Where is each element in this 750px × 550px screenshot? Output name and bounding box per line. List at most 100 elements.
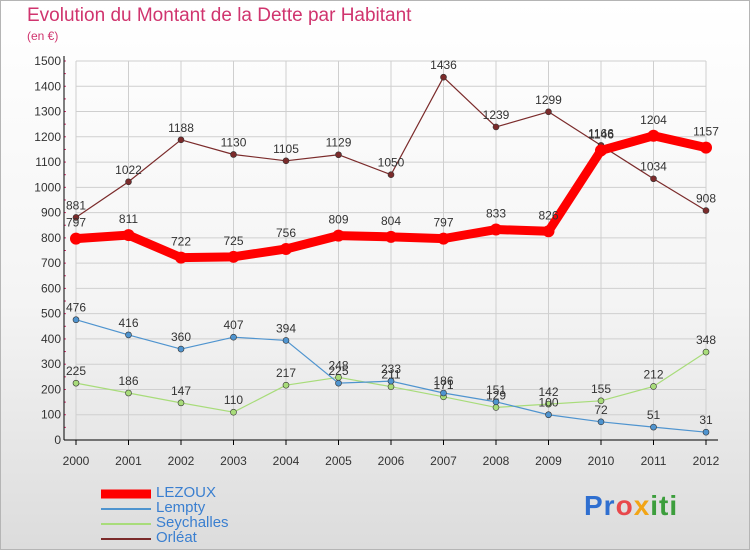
legend-swatches [101,489,151,540]
data-point [230,408,237,416]
data-point [332,229,345,242]
data-point [492,398,500,406]
data-point [702,348,710,356]
legend-label: Seychalles [156,514,229,531]
data-point [650,175,657,183]
y-tick-label: 1000 [34,180,61,194]
data-label: 110 [224,393,243,407]
data-point [230,151,237,158]
x-tick-label: 2005 [325,454,352,468]
y-tick-label: 1400 [34,79,61,93]
data-label: 908 [696,192,716,206]
data-label: 248 [328,358,348,372]
data-point [122,229,135,242]
data-label: 217 [276,366,296,380]
data-point [125,331,132,339]
data-point [335,379,342,387]
data-label: 186 [118,374,138,388]
y-tick-label: 1200 [34,130,61,144]
y-tick-label: 0 [54,433,61,447]
data-label: 360 [171,330,191,344]
data-label: 1022 [115,163,142,177]
data-label: 31 [699,413,713,427]
data-label: 804 [381,214,401,228]
data-label: 1034 [640,160,667,174]
series-lines [70,73,712,436]
x-tick-label: 2012 [693,454,720,468]
data-label: 1204 [640,113,667,127]
data-label: 394 [276,321,296,335]
data-label: 833 [486,207,506,221]
data-point [702,428,710,436]
data-label: 51 [647,408,661,422]
chart-unit: (en €) [27,29,59,43]
data-label: 1050 [378,156,405,170]
data-point [647,129,660,142]
data-point [387,171,395,178]
data-point [282,157,290,165]
data-point [490,223,502,236]
x-tick-label: 2006 [378,454,405,468]
data-label: 225 [328,364,348,378]
data-point [492,123,500,131]
y-tick-label: 1100 [35,155,61,169]
data-label: 1166 [588,126,614,140]
data-point [650,383,657,390]
data-point [597,397,605,405]
grid-lines [75,60,707,441]
x-tick-label: 2002 [168,454,195,468]
legend-label: LEZOUX [156,484,217,501]
data-point [440,73,447,81]
data-point [70,232,82,245]
y-tick-label: 900 [41,206,61,220]
data-point [125,178,132,186]
data-point [492,404,500,411]
data-label: 797 [66,216,86,230]
data-point [545,108,552,116]
y-tick-label: 200 [41,382,61,396]
y-tick-label: 800 [41,231,61,245]
x-tick-label: 2009 [535,454,562,468]
data-label: 147 [171,384,191,398]
data-label: 225 [66,364,86,378]
data-point [230,333,237,341]
x-tick-label: 2003 [220,454,247,468]
data-label: 186 [433,374,453,388]
x-tick-label: 2010 [588,454,615,468]
data-point [595,144,607,157]
data-label: 1130 [221,135,247,149]
data-point [282,381,290,389]
data-point [545,411,552,419]
data-point [175,251,187,264]
data-label: 476 [66,301,86,315]
data-label: 211 [381,368,400,382]
y-tick-label: 600 [41,281,61,295]
data-point [177,345,185,353]
data-label: 722 [171,235,191,249]
y-tick-label: 400 [41,332,61,346]
data-label: 72 [594,403,608,417]
data-point [702,207,710,214]
data-point [387,377,395,385]
data-label: 1105 [273,142,299,156]
data-label: 809 [328,213,348,227]
x-tick-label: 2008 [483,454,510,468]
data-point [545,400,552,408]
y-tick-label: 1500 [34,54,61,68]
data-label: 155 [591,382,611,396]
axes: 0 100 200 300 400 500 600 700 800 900 1000 1100 1200… [34,54,719,468]
y-tick-label: 300 [41,357,61,371]
data-point [177,399,185,407]
data-point [72,214,80,221]
data-point [282,337,290,344]
data-point [72,379,80,387]
chart-title: Evolution du Montant de la Dette par Hab… [27,5,412,26]
data-label: 233 [381,362,401,376]
data-point [700,141,712,154]
data-label: 1146 [588,127,614,141]
data-label: 416 [118,316,138,330]
data-point [227,250,240,263]
data-label: 1436 [430,58,457,72]
data-label: 756 [276,226,296,240]
